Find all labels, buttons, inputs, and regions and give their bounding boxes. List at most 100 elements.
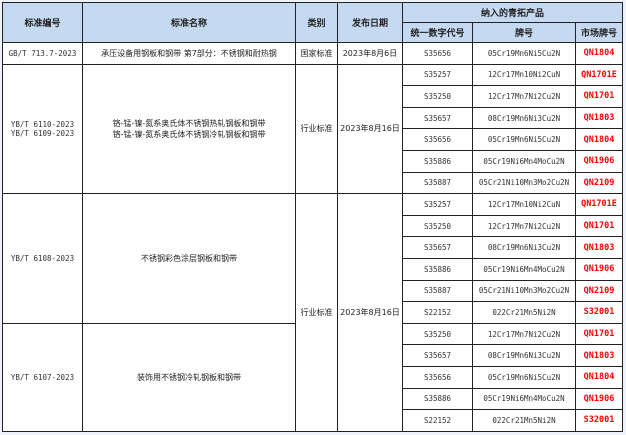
market-cell: QN1701 xyxy=(575,214,623,238)
table-row: S35656 05Cr19Mn6Ni5Cu2N QN1804 xyxy=(3,365,623,389)
grade-cell: 05Cr21Ni10Mn3Mo2Cu2N xyxy=(472,171,576,195)
header-category: 类别 xyxy=(295,2,338,43)
table-row: S35656 05Cr19Mn6Ni5Cu2N QN1804 xyxy=(3,128,623,151)
std-name: 不锈钢彩色涂层钢板和钢带 xyxy=(141,253,237,263)
code-cell: S35887 xyxy=(402,279,473,303)
table-row: S35886 05Cr19Ni6Mn4MoCu2N QN1906 xyxy=(3,149,623,173)
table-row: S35886 05Cr19Ni6Mn4MoCu2N QN1906 xyxy=(3,257,623,281)
code-cell: S35886 xyxy=(402,149,473,173)
table-row: S35887 05Cr21Ni10Mn3Mo2Cu2N QN2109 xyxy=(3,171,623,195)
header-grade: 牌号 xyxy=(472,22,576,43)
std-no: YB/T 6110-2023 xyxy=(10,119,75,129)
category-cell: 行业标准 xyxy=(295,193,338,432)
market-cell: QN1906 xyxy=(575,387,623,411)
market-cell: QN1906 xyxy=(575,257,623,281)
std-no: GB/T 713.7-2023 xyxy=(8,48,77,58)
grade-cell: 12Cr17Mn10Ni2CuN xyxy=(472,193,576,216)
table-row: S35250 12Cr17Mn7Ni2Cu2N QN1701 xyxy=(3,85,623,108)
grade-cell: 12Cr17Mn7Ni2Cu2N xyxy=(472,85,576,108)
code-cell: S35657 xyxy=(402,106,473,130)
code-cell: S35656 xyxy=(402,128,473,151)
grade-cell: 022Cr21Mn5Ni2N xyxy=(472,409,576,432)
table-body: GB/T 713.7-2023 承压设备用钢板和钢带 第7部分：不锈钢和耐热钢 国家… xyxy=(2,42,623,432)
code-cell: S35250 xyxy=(402,85,473,108)
market-cell: S32001 xyxy=(575,409,623,432)
grade-cell: 05Cr19Mn6Ni5Cu2N xyxy=(472,42,576,65)
code-cell: S35886 xyxy=(402,257,473,281)
grade-cell: 05Cr19Ni6Mn4MoCu2N xyxy=(472,257,576,281)
code-cell: S35886 xyxy=(402,387,473,411)
table-row: S22152 022Cr21Mn5Ni2N S32001 xyxy=(3,409,623,432)
table-row: S35657 08Cr19Mn6Ni3Cu2N QN1803 xyxy=(3,106,623,130)
category-cell: 行业标准 xyxy=(295,63,338,195)
grade-cell: 08Cr19Mn6Ni3Cu2N xyxy=(472,344,576,367)
std-name-cell: 铬-锰-镍-氮系奥氏体不锈钢热轧钢板和钢带 铬-锰-镍-氮系奥氏体不锈钢冷轧钢板和… xyxy=(82,63,296,195)
code-cell: S35250 xyxy=(402,214,473,238)
table-row: YB/T 6108-2023 不锈钢彩色涂层钢板和钢带 行业标准 2023年8月16日… xyxy=(2,193,623,432)
market-cell: QN1701 xyxy=(575,322,623,346)
market-cell: S32001 xyxy=(575,301,623,324)
std-name-cell: 不锈钢彩色涂层钢板和钢带 xyxy=(82,193,296,324)
date-cell: 2023年8月6日 xyxy=(337,42,403,65)
header-std-name: 标准名称 xyxy=(82,2,296,43)
code-cell: S35887 xyxy=(402,171,473,195)
std-name: 铬-锰-镍-氮系奥氏体不锈钢热轧钢板和钢带 xyxy=(112,118,266,128)
std-name: 装饰用不锈钢冷轧钢板和钢带 xyxy=(137,372,241,382)
grade-cell: 05Cr21Ni10Mn3Mo2Cu2N xyxy=(472,279,576,303)
market-cell: QN2109 xyxy=(575,171,623,195)
code-cell: S35257 xyxy=(402,63,473,87)
header-market: 市场牌号 xyxy=(575,22,623,43)
market-cell: QN1804 xyxy=(575,42,623,65)
code-cell: S22152 xyxy=(402,409,473,432)
grade-cell: 05Cr19Mn6Ni5Cu2N xyxy=(472,128,576,151)
table-row: YB/T 6107-2023 装饰用不锈钢冷轧钢板和钢带 S35250 12Cr17M… xyxy=(2,322,623,432)
std-name: 承压设备用钢板和钢带 第7部分：不锈钢和耐热钢 xyxy=(101,48,277,58)
grade-cell: 08Cr19Mn6Ni3Cu2N xyxy=(472,236,576,259)
grade-cell: 05Cr19Mn6Ni5Cu2N xyxy=(472,365,576,389)
std-no: YB/T 6107-2023 xyxy=(10,372,75,382)
table-row: YB/T 6110-2023 YB/T 6109-2023 铬-锰-镍-氮系奥氏体不… xyxy=(2,63,623,195)
market-cell: QN2109 xyxy=(575,279,623,303)
market-cell: QN1803 xyxy=(575,236,623,259)
grade-cell: 12Cr17Mn7Ni2Cu2N xyxy=(472,214,576,238)
date-cell: 2023年8月16日 xyxy=(337,63,403,195)
market-cell: QN1803 xyxy=(575,344,623,367)
table-row: S35250 12Cr17Mn7Ni2Cu2N QN1701 xyxy=(3,214,623,238)
std-no-cell: YB/T 6107-2023 xyxy=(2,322,83,432)
market-cell: QN1701 xyxy=(575,85,623,108)
code-cell: S35657 xyxy=(402,344,473,367)
std-no-2: YB/T 6109-2023 xyxy=(10,128,75,138)
market-cell: QN1906 xyxy=(575,149,623,173)
table-row: GB/T 713.7-2023 承压设备用钢板和钢带 第7部分：不锈钢和耐热钢 国家… xyxy=(2,42,623,65)
code-cell: S35257 xyxy=(402,193,473,216)
code-cell: S35250 xyxy=(402,322,473,346)
std-no-cell: YB/T 6110-2023 YB/T 6109-2023 xyxy=(2,63,83,195)
header-code: 统一数字代号 xyxy=(402,22,473,43)
header-products-group: 纳入的青拓产品 xyxy=(402,2,623,23)
market-cell: QN1803 xyxy=(575,106,623,130)
grade-cell: 05Cr19Ni6Mn4MoCu2N xyxy=(472,149,576,173)
code-cell: S35656 xyxy=(402,42,473,65)
market-cell: QN1701E xyxy=(575,63,623,87)
code-cell: S35657 xyxy=(402,236,473,259)
std-name-cell: 承压设备用钢板和钢带 第7部分：不锈钢和耐热钢 xyxy=(82,42,296,65)
grade-cell: 022Cr21Mn5Ni2N xyxy=(472,301,576,324)
grade-cell: 08Cr19Mn6Ni3Cu2N xyxy=(472,106,576,130)
grade-cell: 12Cr17Mn10Ni2CuN xyxy=(472,63,576,87)
market-cell: QN1701E xyxy=(575,193,623,216)
std-no: YB/T 6108-2023 xyxy=(10,253,75,263)
grade-cell: 05Cr19Ni6Mn4MoCu2N xyxy=(472,387,576,411)
header-std-no: 标准编号 xyxy=(2,2,83,43)
market-cell: QN1804 xyxy=(575,365,623,389)
grade-cell: 12Cr17Mn7Ni2Cu2N xyxy=(472,322,576,346)
date-cell: 2023年8月16日 xyxy=(337,193,403,432)
market-cell: QN1804 xyxy=(575,128,623,151)
table-row: S22152 022Cr21Mn5Ni2N S32001 xyxy=(3,301,623,324)
std-name-2: 铬-锰-镍-氮系奥氏体不锈钢冷轧钢板和钢带 xyxy=(112,129,266,139)
header-date: 发布日期 xyxy=(337,2,403,43)
code-cell: S22152 xyxy=(402,301,473,324)
category-cell: 国家标准 xyxy=(295,42,338,65)
std-no-cell: YB/T 6108-2023 xyxy=(2,193,83,324)
code-cell: S35656 xyxy=(402,365,473,389)
